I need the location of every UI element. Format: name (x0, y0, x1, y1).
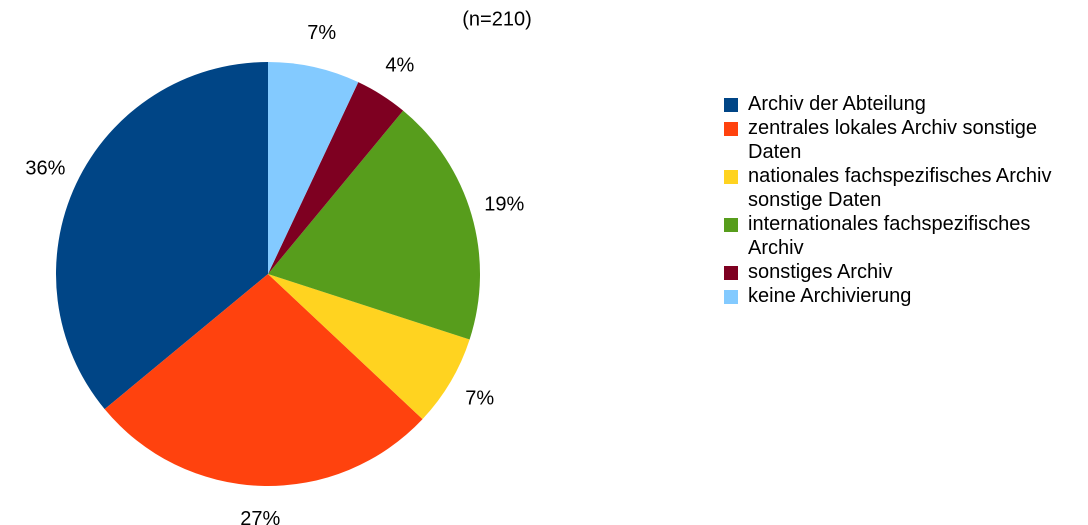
pie-slice (268, 110, 480, 340)
legend-swatch (724, 170, 738, 184)
data-label: 19% (484, 194, 524, 216)
legend-item: zentrales lokales Archiv sonstige Daten (724, 116, 1083, 164)
legend-item: internationales fachspezifisches Archiv (724, 212, 1083, 260)
legend-label: Archiv der Abteilung (748, 93, 926, 115)
legend-label: sonstiges Archiv (748, 261, 893, 283)
pie-slice (268, 82, 404, 274)
pie-slice (268, 62, 359, 274)
pie-slice (56, 62, 268, 410)
pie-slice (104, 274, 423, 486)
legend-label: zentrales lokales Archiv sonstige Daten (748, 117, 1038, 163)
legend-label: nationales fachspezifisches Archiv sonst… (748, 165, 1052, 211)
legend-item: nationales fachspezifisches Archiv sonst… (724, 164, 1083, 212)
chart-subtitle: (n=210) (462, 8, 532, 30)
data-label: 27% (240, 508, 280, 525)
legend-label: internationales fachspezifisches Archiv (748, 213, 1031, 259)
legend: Archiv der Abteilung zentrales lokales Ar… (724, 92, 1084, 308)
data-label: 7% (465, 388, 494, 410)
data-label: 4% (385, 55, 414, 77)
legend-swatch (724, 266, 738, 280)
legend-item: keine Archivierung (724, 284, 1083, 308)
pie-slice (268, 274, 470, 420)
legend-label: keine Archivierung (748, 285, 912, 307)
legend-swatch (724, 98, 738, 112)
data-label: 36% (25, 158, 65, 180)
legend-swatch (724, 122, 738, 136)
legend-item: sonstiges Archiv (724, 260, 1083, 284)
legend-item: Archiv der Abteilung (724, 92, 1083, 116)
data-label: 7% (307, 22, 336, 44)
legend-swatch (724, 218, 738, 232)
legend-swatch (724, 290, 738, 304)
